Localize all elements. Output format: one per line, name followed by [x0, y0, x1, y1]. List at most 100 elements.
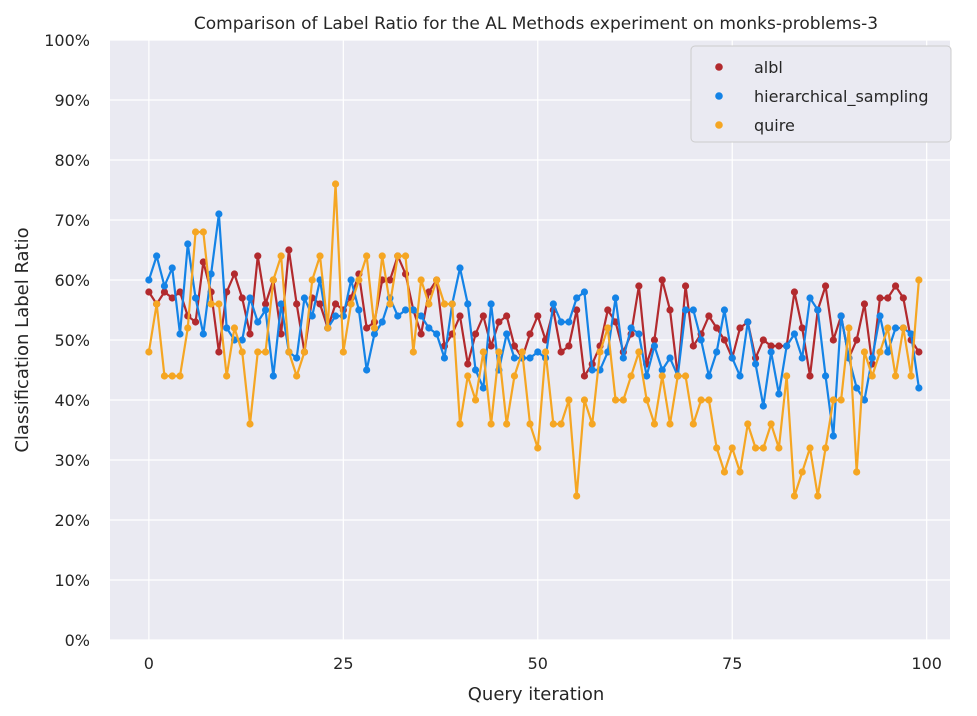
data-point [611, 294, 620, 302]
data-point [790, 288, 799, 296]
data-point [868, 354, 876, 362]
data-point [215, 210, 223, 218]
data-point [487, 342, 495, 350]
data-point [386, 276, 394, 284]
data-point [790, 330, 799, 338]
data-point [588, 420, 596, 428]
data-point [347, 300, 355, 308]
data-point [876, 312, 884, 320]
data-point [145, 288, 153, 296]
legend-marker [715, 63, 723, 71]
data-point [767, 348, 775, 356]
legend-box [690, 45, 952, 143]
data-point [619, 396, 627, 404]
data-point [643, 396, 651, 404]
data-point [510, 354, 519, 362]
data-point [806, 294, 814, 302]
data-point [728, 444, 736, 452]
data-point [845, 324, 853, 332]
data-point [783, 372, 791, 380]
legend-marker [715, 92, 723, 100]
data-point [915, 348, 923, 356]
data-point [627, 372, 635, 380]
data-point [705, 312, 713, 320]
data-point [378, 318, 386, 326]
series-line [147, 182, 920, 498]
data-point [829, 336, 837, 344]
data-point [759, 402, 767, 410]
data-point [401, 306, 410, 314]
data-point [409, 348, 417, 356]
data-point [176, 372, 184, 380]
data-point [821, 282, 830, 290]
data-point [635, 348, 643, 356]
y-tick-label: 30% [54, 451, 90, 470]
data-point [853, 384, 861, 392]
data-point [814, 306, 822, 314]
data-point [246, 294, 254, 302]
data-point [479, 384, 487, 392]
data-point [907, 372, 915, 380]
data-point [401, 252, 410, 260]
data-point [526, 330, 534, 338]
data-point [604, 306, 612, 314]
data-point [619, 354, 627, 362]
data-point [246, 420, 254, 428]
data-point [681, 306, 690, 314]
data-point [720, 306, 729, 314]
data-point [713, 348, 721, 356]
data-point [837, 312, 845, 320]
data-point [549, 300, 557, 308]
data-point [658, 276, 666, 284]
data-point [775, 444, 783, 452]
data-point [238, 348, 246, 356]
data-point [798, 324, 806, 332]
x-tick-label: 75 [722, 654, 742, 673]
data-point [160, 372, 169, 380]
data-point [915, 276, 923, 284]
data-point [744, 420, 752, 428]
data-point [580, 396, 589, 404]
data-point [355, 276, 363, 284]
data-point [814, 492, 822, 500]
data-point [580, 288, 589, 296]
data-point [378, 252, 386, 260]
data-point [829, 432, 837, 440]
series-hierarchical-sampling [145, 210, 923, 440]
data-point [503, 420, 511, 428]
data-point [355, 306, 363, 314]
data-point [596, 348, 604, 356]
data-point [425, 300, 433, 308]
data-point [899, 324, 907, 332]
data-point [705, 372, 713, 380]
data-point [713, 444, 721, 452]
y-tick-label: 0% [65, 631, 90, 650]
data-point [689, 306, 697, 314]
data-point [635, 282, 643, 290]
data-point [324, 324, 332, 332]
data-point [541, 348, 550, 356]
data-point [534, 348, 542, 356]
data-point [495, 348, 503, 356]
data-point [293, 354, 301, 362]
data-point [184, 324, 192, 332]
data-point [853, 336, 861, 344]
data-point [347, 276, 355, 284]
data-point [479, 312, 487, 320]
data-point [666, 420, 674, 428]
data-point [915, 384, 923, 392]
y-tick-label: 10% [54, 571, 90, 590]
data-point [557, 348, 565, 356]
data-point [456, 420, 464, 428]
data-point [363, 324, 371, 332]
data-point [331, 180, 340, 188]
data-point [168, 264, 176, 272]
data-point [440, 300, 449, 308]
data-point [573, 294, 581, 302]
data-point [238, 336, 246, 344]
data-point [736, 324, 744, 332]
grid-lines [110, 39, 950, 641]
x-tick-label: 100 [911, 654, 942, 673]
data-point [254, 252, 262, 260]
